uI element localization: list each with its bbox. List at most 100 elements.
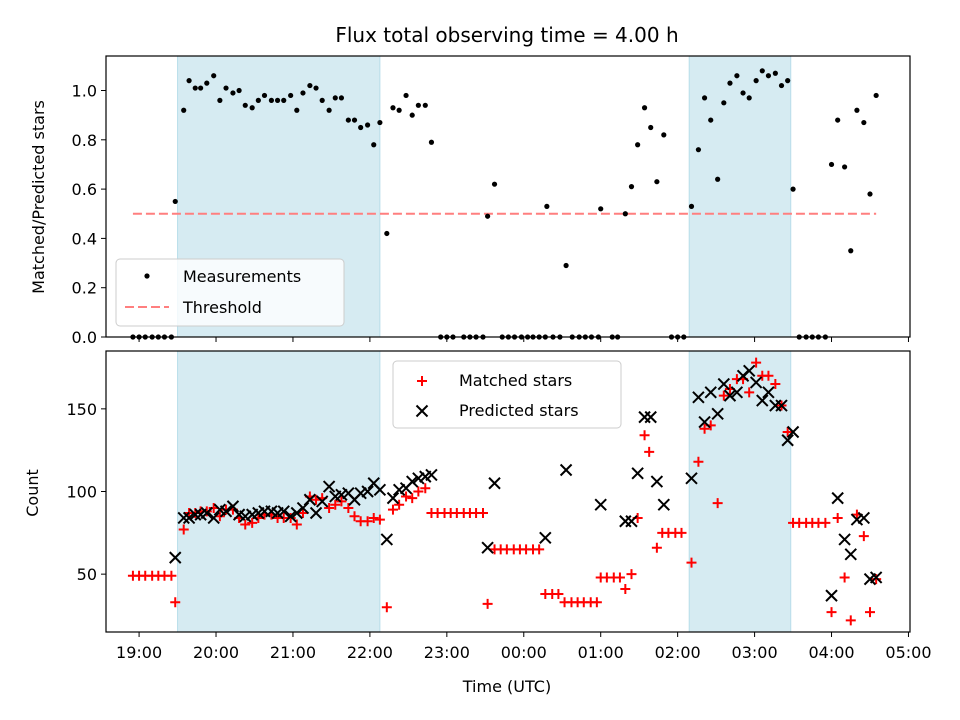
measurements-point-25: [288, 92, 294, 99]
matched-stars-point-73: [591, 597, 602, 608]
matched-stars-point-34: [343, 503, 354, 514]
matched-stars-point-92: [712, 498, 723, 509]
measurements-point-38: [371, 142, 377, 148]
measurements-point-23: [274, 97, 281, 103]
matched-stars-point-6: [166, 570, 177, 581]
xtick-label-10: 05:00: [885, 643, 931, 662]
measurements-point-13: [211, 73, 217, 79]
matched-stars-point-18: [240, 519, 251, 530]
measurements-point-43: [403, 92, 409, 99]
plot-frame-0: [105, 55, 911, 338]
legend-measurements-marker: [144, 273, 150, 279]
matched-stars-point-88: [686, 557, 697, 568]
measurements-point-42: [396, 107, 402, 113]
measurements-point-21: [261, 92, 268, 99]
predicted-stars-point-71: [831, 491, 844, 505]
predicted-stars-point-33: [380, 533, 394, 546]
predicted-stars-point-47: [625, 515, 638, 528]
matched-stars-point-25: [285, 512, 296, 523]
predicted-stars-point-52: [657, 498, 671, 511]
measurements-point-110: [835, 117, 841, 123]
xtick-label-5: 00:00: [501, 643, 547, 662]
matched-stars-point-19: [247, 517, 258, 528]
predicted-stars-point-62: [742, 364, 756, 378]
predicted-stars-point-44: [559, 463, 573, 477]
ytick-label-0-2: 0.4: [72, 229, 97, 248]
matched-stars-point-40: [381, 602, 392, 613]
measurements-point-100: [772, 70, 778, 76]
predicted-stars-point-53: [685, 472, 698, 485]
matched-stars-point-8: [178, 524, 189, 535]
xtick-label-8: 03:00: [732, 643, 778, 662]
xtick-label-3: 22:00: [347, 643, 393, 662]
ytick-label-1-2: 150: [66, 400, 97, 419]
bottom-xlabel: Time (UTC): [462, 677, 551, 696]
matched-stars-point-81: [639, 430, 650, 441]
measurements-point-14: [217, 97, 223, 103]
xtick-label-1: 20:00: [193, 643, 239, 662]
measurements-point-27: [300, 90, 306, 96]
measurements-point-20: [255, 97, 261, 103]
matched-stars-point-31: [324, 503, 335, 514]
ytick-label-0-5: 1.0: [72, 82, 97, 101]
predicted-stars-point-18: [284, 510, 297, 523]
ytick-label-0-0: 0.0: [72, 328, 97, 347]
measurements-point-39: [377, 119, 383, 126]
matched-stars-point-46: [420, 483, 431, 494]
legend-bottom: Matched stars Predicted stars: [392, 360, 622, 429]
measurements-point-95: [740, 90, 746, 96]
measurements-point-111: [842, 164, 848, 170]
xtick-label-9: 04:00: [808, 643, 854, 662]
matched-stars-point-67: [553, 588, 564, 599]
top-ylabel: Matched/Predicted stars: [29, 100, 48, 294]
predicted-stars-point-69: [786, 425, 800, 439]
predicted-stars-point-57: [711, 407, 724, 421]
predicted-stars-point-45: [594, 498, 607, 511]
matched-stars-point-97: [744, 387, 755, 398]
predicted-stars-point-0: [169, 551, 182, 564]
predicted-stars-point-32: [373, 483, 387, 497]
measurements-point-101: [778, 82, 785, 89]
matched-stars-point-93: [718, 390, 729, 401]
top-panel: 0.0 0.2 0.4 0.6 0.8 1.0 Measurements Threshold: [72, 55, 911, 347]
measurements-point-102: [785, 78, 791, 84]
measurements-point-30: [319, 97, 325, 103]
measurements-point-89: [701, 95, 708, 101]
measurements-point-33: [338, 95, 345, 101]
matched-stars-point-44: [407, 493, 418, 504]
bottom-ylabel: Count: [23, 469, 42, 517]
matched-stars-point-78: [620, 584, 631, 595]
matched-stars-point-101: [770, 379, 781, 390]
matched-stars-point-103: [782, 426, 793, 437]
predicted-stars-point-46: [619, 515, 632, 528]
predicted-stars-point-70: [825, 589, 838, 602]
predicted-stars-point-37: [406, 475, 419, 488]
measurements-point-97: [753, 78, 759, 84]
matched-stars-point-38: [368, 512, 379, 523]
predicted-stars-point-40: [425, 468, 438, 482]
measurements-point-16: [230, 90, 236, 96]
predicted-stars-point-5: [200, 506, 213, 520]
predicted-stars-point-67: [775, 399, 788, 412]
predicted-stars-point-60: [730, 386, 744, 399]
matched-stars-point-27: [297, 507, 308, 518]
legend-top: Measurements Threshold: [115, 258, 345, 327]
measurements-point-37: [364, 122, 371, 128]
predicted-stars-point-63: [749, 376, 763, 389]
measurements-point-93: [727, 80, 733, 86]
predicted-stars-point-34: [386, 491, 400, 505]
measurements-point-26: [294, 107, 300, 113]
predicted-stars-point-51: [650, 475, 664, 488]
measurements-point-114: [861, 119, 867, 126]
measurements-point-34: [345, 117, 351, 123]
measurements-point-12: [204, 80, 210, 86]
measurements-point-74: [598, 206, 604, 212]
measurements-point-18: [242, 102, 248, 108]
measurements-point-83: [661, 132, 667, 138]
matched-stars-point-42: [394, 499, 405, 510]
predicted-stars-point-75: [857, 511, 871, 525]
measurements-point-36: [358, 124, 364, 131]
xtick-label-4: 23:00: [424, 643, 470, 662]
xtick-label-6: 01:00: [578, 643, 624, 662]
